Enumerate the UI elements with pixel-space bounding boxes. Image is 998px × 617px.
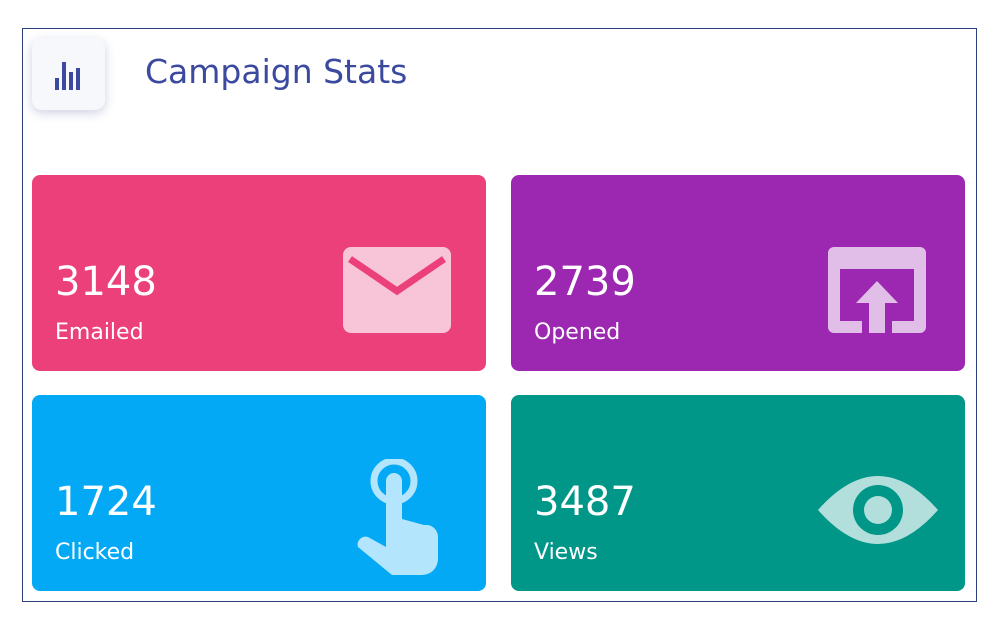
pointer-icon <box>357 459 439 575</box>
header-icon <box>32 38 105 110</box>
stat-value: 1724 <box>55 479 157 525</box>
widget-frame <box>22 28 977 602</box>
bar-icon <box>55 62 80 90</box>
envelope-icon <box>343 247 451 333</box>
eye-icon <box>818 476 938 544</box>
stat-value: 3487 <box>534 479 636 525</box>
stat-card[interactable]: 3148 Emailed <box>32 175 486 371</box>
open-icon <box>828 247 926 333</box>
stat-value: 3148 <box>55 259 157 305</box>
widget-title: Campaign Stats <box>145 52 408 91</box>
stat-label: Clicked <box>55 540 135 565</box>
stat-card[interactable]: 1724 Clicked <box>32 395 486 591</box>
stat-value: 2739 <box>534 259 636 305</box>
stat-card[interactable]: 3487 Views <box>511 395 965 591</box>
stat-label: Emailed <box>55 320 144 345</box>
stat-label: Views <box>534 540 598 565</box>
stat-label: Opened <box>534 320 621 345</box>
stat-card[interactable]: 2739 Opened <box>511 175 965 371</box>
